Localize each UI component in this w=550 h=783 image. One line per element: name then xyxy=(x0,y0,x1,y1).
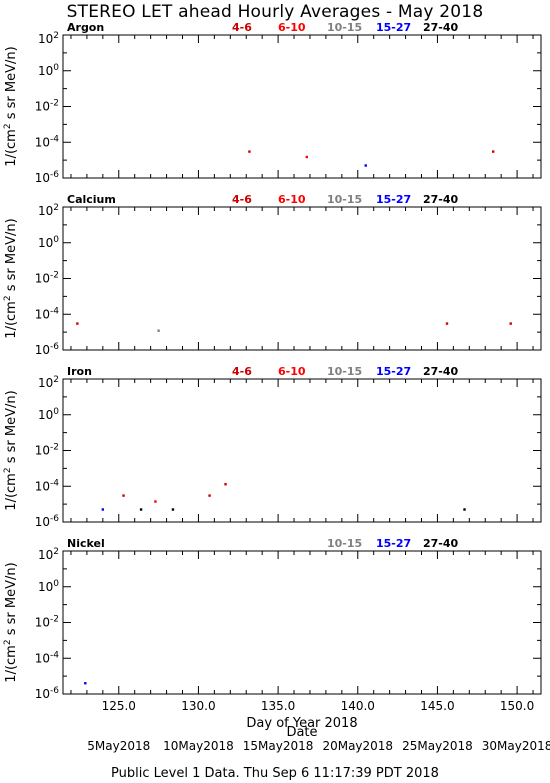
plot-frame xyxy=(62,206,542,351)
y-tick-label: 10-6 xyxy=(35,514,60,529)
x-tick-label: 145.0 xyxy=(420,699,454,713)
legend-label: 6-10 xyxy=(278,193,306,206)
legend-label: 6-10 xyxy=(278,21,306,34)
data-point-4-6 xyxy=(509,322,512,325)
legend-label: 10-15 xyxy=(327,193,362,206)
data-point-6-10 xyxy=(154,500,157,503)
y-tick-label: 10-2 xyxy=(35,99,59,114)
legend-label: 15-27 xyxy=(376,537,411,550)
data-point-4-6 xyxy=(248,150,251,153)
y-tick-label: 102 xyxy=(38,31,59,46)
plot-frame xyxy=(62,378,542,523)
data-point-15-27 xyxy=(364,164,367,167)
data-point-4-6 xyxy=(122,494,125,497)
panel-title: Argon xyxy=(67,21,104,34)
panel-title: Iron xyxy=(67,365,92,378)
y-axis-label: 1/(cm2 s sr MeV/n) xyxy=(3,46,19,166)
legend-label: 27-40 xyxy=(423,193,459,206)
x-tick-label: 130.0 xyxy=(181,699,215,713)
data-point-4-6 xyxy=(492,150,495,153)
y-tick-label: 10-4 xyxy=(35,306,60,321)
legend-label: 27-40 xyxy=(423,537,459,550)
legend-label: 10-15 xyxy=(327,21,362,34)
data-point-4-6 xyxy=(76,322,79,325)
legend-label: 10-15 xyxy=(327,537,362,550)
x-tick-label: 135.0 xyxy=(261,699,295,713)
data-point-4-6 xyxy=(445,322,449,325)
date-tick-label: 5May2018 xyxy=(87,739,150,753)
y-axis-label: 1/(cm2 s sr MeV/n) xyxy=(3,390,19,510)
y-tick-label: 100 xyxy=(38,63,59,78)
x-tick-label: 140.0 xyxy=(341,699,375,713)
y-tick-label: 102 xyxy=(38,203,59,218)
legend-label: 4-6 xyxy=(232,193,252,206)
y-tick-label: 10-2 xyxy=(35,615,59,630)
panel-title: Nickel xyxy=(67,537,105,550)
data-point-10-15 xyxy=(157,329,160,332)
legend-label: 15-27 xyxy=(376,193,411,206)
y-tick-label: 102 xyxy=(38,375,59,390)
date-tick-label: 20May2018 xyxy=(322,739,393,753)
y-tick-label: 10-4 xyxy=(35,134,60,149)
panel-iron: 102 100 10-2 10-4 10-6 Iron 4-6 6-10 10-15 15-27 2… xyxy=(3,365,542,529)
legend-label: 6-10 xyxy=(278,365,306,378)
footer-text: Public Level 1 Data. Thu Sep 6 11:17:39 … xyxy=(111,766,439,781)
y-tick-label: 10-6 xyxy=(35,170,60,185)
data-point-4-6 xyxy=(208,494,211,497)
data-point-15-27 xyxy=(84,682,87,685)
data-point-4-6 xyxy=(224,483,227,486)
x-tick-label: 150.0 xyxy=(500,699,534,713)
page-title: STEREO LET ahead Hourly Averages - May 2… xyxy=(66,2,484,22)
data-point-6-10 xyxy=(305,155,308,159)
y-tick-label: 100 xyxy=(38,579,59,594)
legend-label: 4-6 xyxy=(232,365,252,378)
legend-label: 27-40 xyxy=(423,21,459,34)
y-tick-label: 10-2 xyxy=(35,443,59,458)
plot-frame xyxy=(62,550,542,695)
date-tick-label: 10May2018 xyxy=(163,739,234,753)
data-point-15-27 xyxy=(101,508,105,511)
panel-title: Calcium xyxy=(67,193,116,206)
panel-calcium: 102 100 10-2 10-4 10-6 Calcium 4-6 6-10 10-15 15-… xyxy=(3,193,542,357)
y-tick-label: 100 xyxy=(38,235,59,250)
y-axis-label: 1/(cm2 s sr MeV/n) xyxy=(3,218,19,338)
panel-argon: 102 100 10-2 10-4 10-6 Argon 4-6 6-10 10-15 15-27… xyxy=(3,21,542,185)
y-tick-label: 10-4 xyxy=(35,478,60,493)
y-tick-label: 10-6 xyxy=(35,686,60,701)
legend-label: 10-15 xyxy=(327,365,362,378)
y-tick-label: 10-4 xyxy=(35,650,60,665)
date-tick-label: 25May2018 xyxy=(402,739,473,753)
y-tick-label: 10-6 xyxy=(35,342,60,357)
y-axis-label: 1/(cm2 s sr MeV/n) xyxy=(3,562,19,682)
y-tick-label: 100 xyxy=(38,407,59,422)
legend-label: 15-27 xyxy=(376,21,411,34)
x-tick-label: 125.0 xyxy=(102,699,136,713)
y-tick-label: 102 xyxy=(38,547,59,562)
data-point-27-40 xyxy=(171,508,175,511)
panel-nickel: 102 100 10-2 10-4 10-6 Nickel 10-15 15-27 27-40 1… xyxy=(3,537,542,731)
legend-label: 4-6 xyxy=(232,21,252,34)
legend-label: 27-40 xyxy=(423,365,459,378)
data-point-27-40 xyxy=(463,508,466,511)
legend-label: 15-27 xyxy=(376,365,411,378)
date-axis-label: Date xyxy=(286,725,317,740)
data-point-27-40 xyxy=(139,508,143,511)
x-axis-label: Day of Year 2018 xyxy=(246,716,357,731)
date-tick-label: 15May2018 xyxy=(243,739,314,753)
date-tick-label: 30May2018 xyxy=(482,739,550,753)
y-tick-label: 10-2 xyxy=(35,271,59,286)
plot-frame xyxy=(62,34,542,179)
